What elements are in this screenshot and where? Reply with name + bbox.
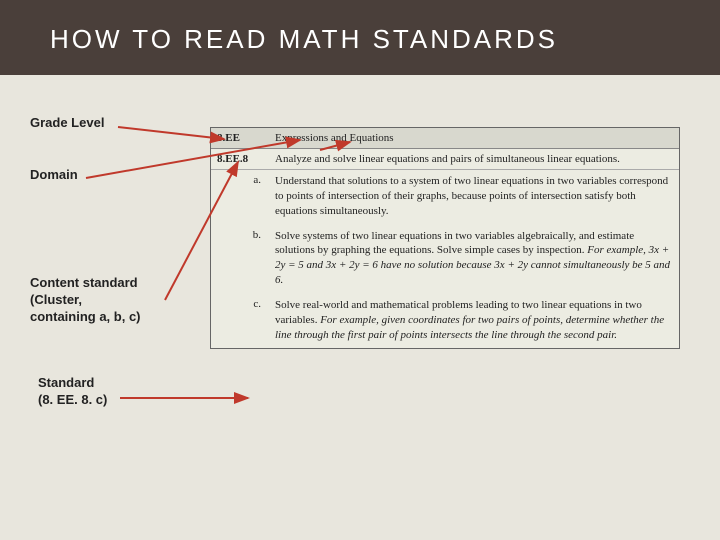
standards-table: 8.EE Expressions and Equations 8.EE.8 An…: [210, 127, 680, 349]
standard-text: Analyze and solve linear equations and p…: [273, 149, 679, 169]
standard-code: 8.EE.8: [211, 149, 273, 169]
label-domain: Domain: [30, 167, 78, 184]
sub-c-letter: c.: [211, 294, 273, 349]
sub-b-text: Solve systems of two linear equations in…: [273, 225, 679, 294]
standard-row: 8.EE.8 Analyze and solve linear equation…: [211, 149, 679, 170]
table-header-row: 8.EE Expressions and Equations: [211, 128, 679, 149]
substandard-c: c. Solve real-world and mathematical pro…: [211, 294, 679, 349]
sub-c-text: Solve real-world and mathematical proble…: [273, 294, 679, 349]
label-grade-level: Grade Level: [30, 115, 104, 132]
header-code: 8.EE: [211, 128, 273, 148]
label-content-standard: Content standard (Cluster, containing a,…: [30, 275, 141, 326]
content-area: Grade Level Domain Content standard (Clu…: [0, 75, 720, 535]
label-standard: Standard (8. EE. 8. c): [38, 375, 107, 409]
title-bar: HOW TO READ MATH STANDARDS: [0, 0, 720, 75]
header-text: Expressions and Equations: [273, 128, 679, 148]
slide-title: HOW TO READ MATH STANDARDS: [50, 24, 558, 54]
substandard-a: a. Understand that solutions to a system…: [211, 170, 679, 225]
sub-b-letter: b.: [211, 225, 273, 294]
sub-a-letter: a.: [211, 170, 273, 225]
sub-a-text: Understand that solutions to a system of…: [273, 170, 679, 225]
substandard-b: b. Solve systems of two linear equations…: [211, 225, 679, 294]
